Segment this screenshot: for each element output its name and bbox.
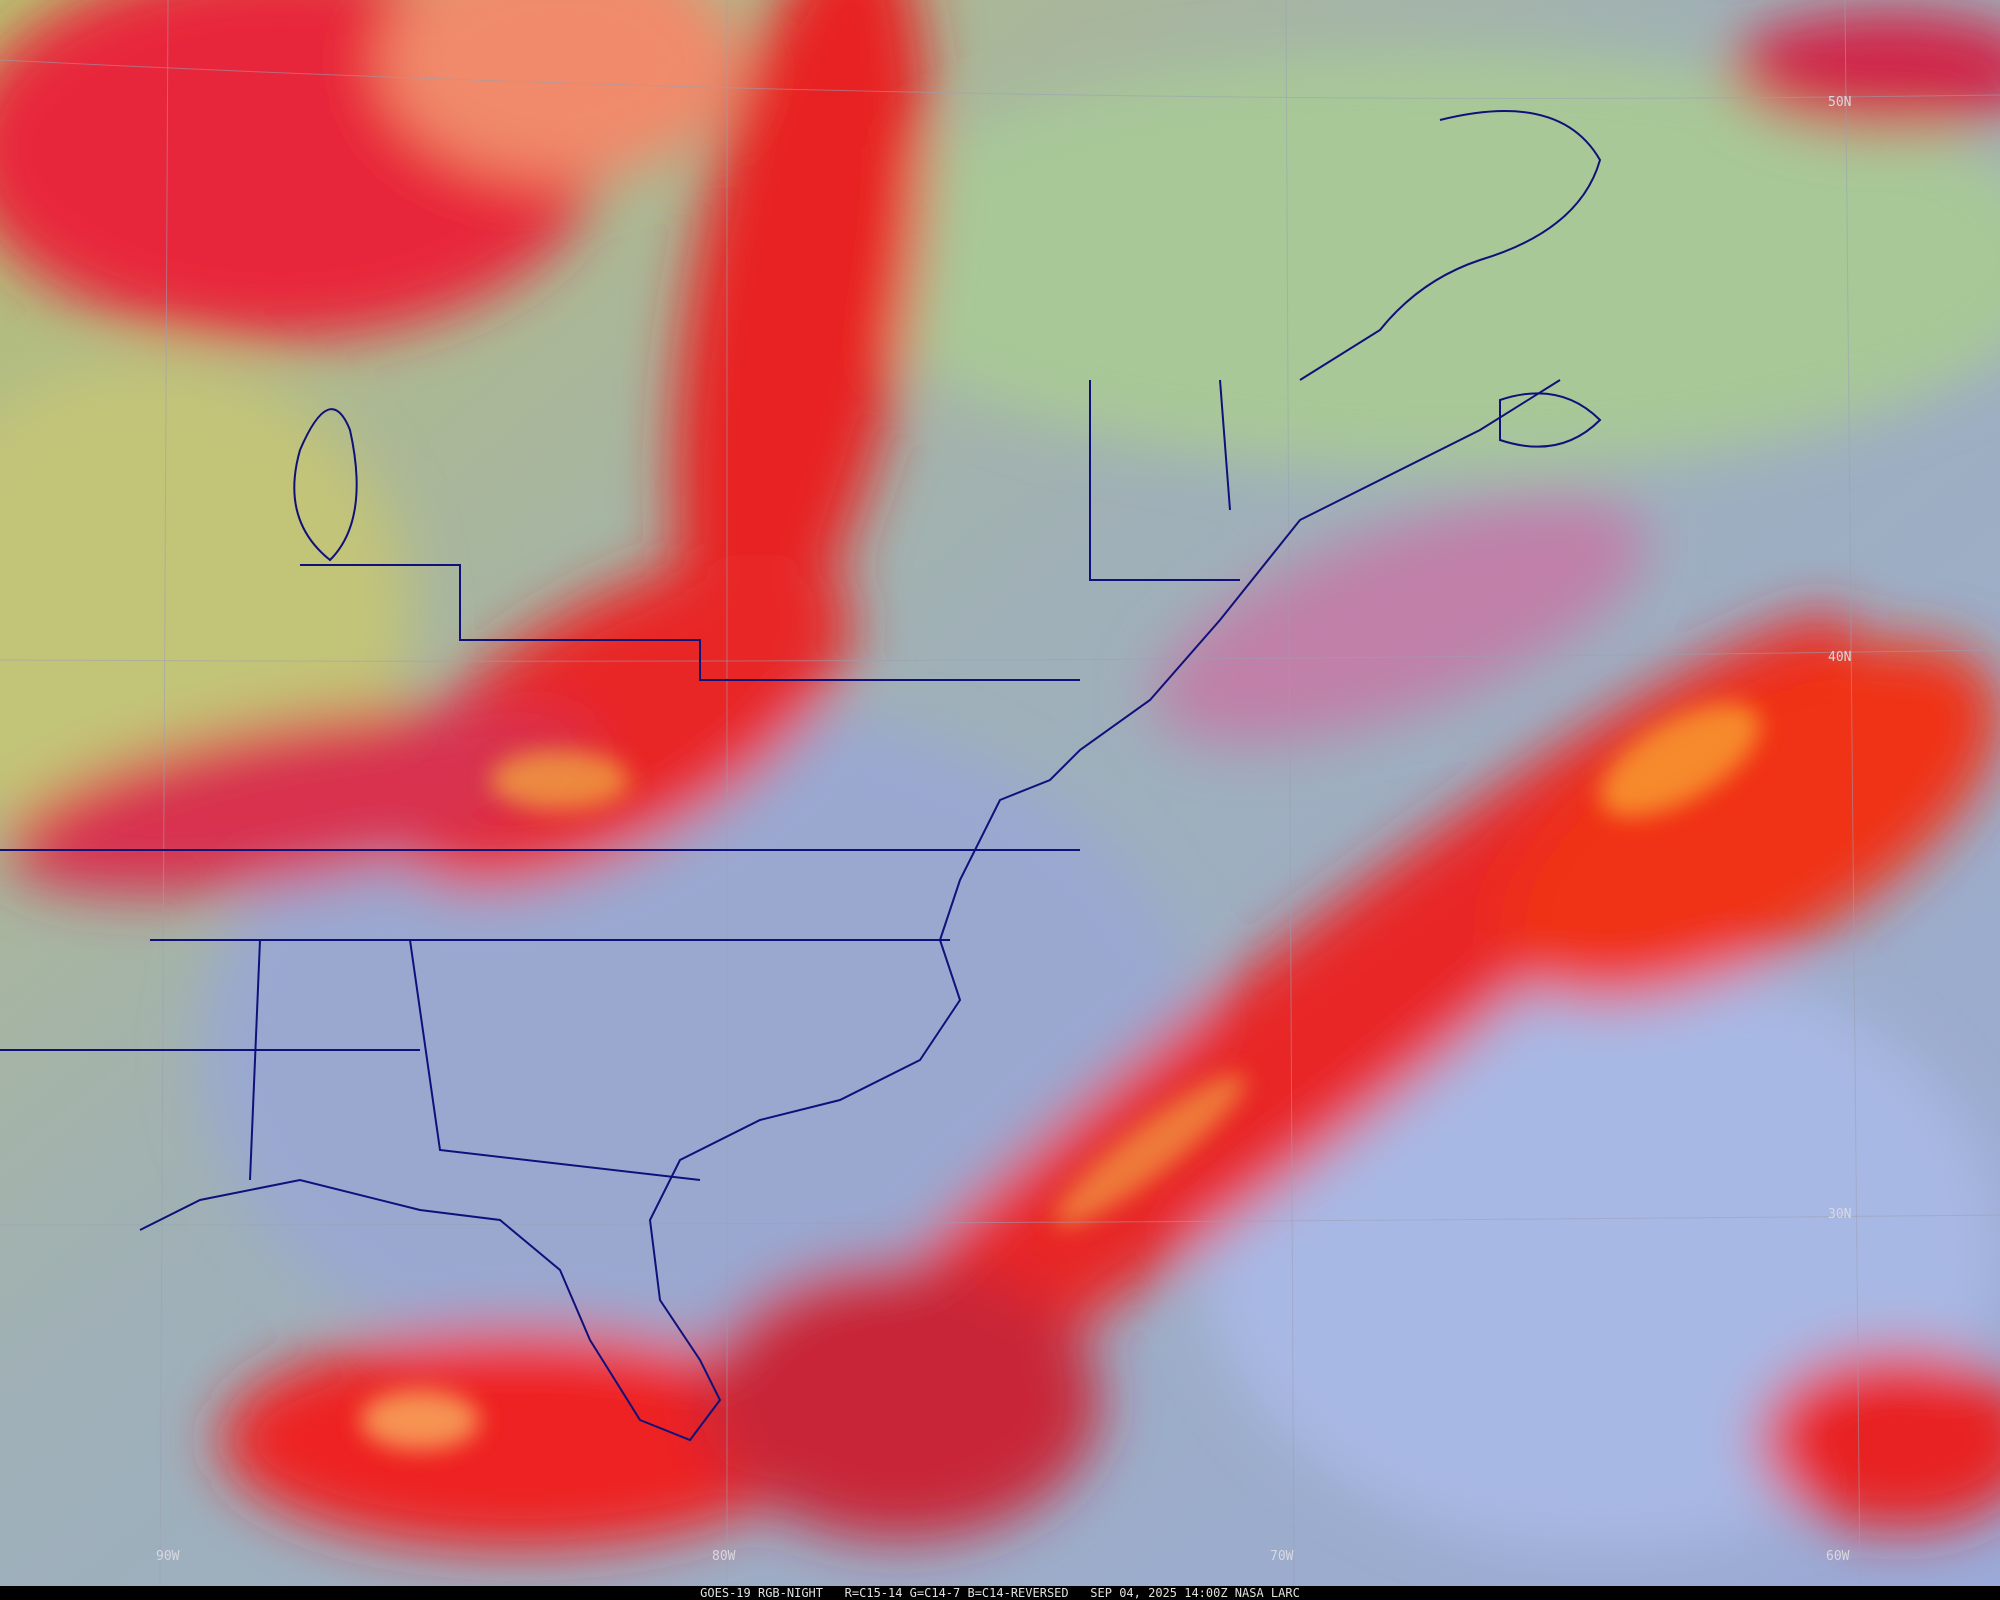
- cloud-fields: [0, 0, 2000, 1550]
- longitude-label: 80W: [712, 1549, 736, 1564]
- borders: [0, 110, 1602, 1442]
- latitude-label: 40N: [1828, 650, 1851, 665]
- grid-labels: 50N 40N 30N 90W 80W 70W 60W: [156, 95, 1851, 1564]
- footer-bar: [0, 1586, 2000, 1600]
- cloud-highlights: [360, 703, 1761, 1450]
- footer-text: GOES-19 RGB-NIGHT R=C15-14 G=C14-7 B=C14…: [700, 1586, 1300, 1600]
- latitude-label: 50N: [1828, 95, 1851, 110]
- longitude-label: 70W: [1270, 1549, 1294, 1564]
- latitude-label: 30N: [1828, 1207, 1851, 1222]
- longitude-label: 90W: [156, 1549, 180, 1564]
- longitude-label: 60W: [1826, 1549, 1850, 1564]
